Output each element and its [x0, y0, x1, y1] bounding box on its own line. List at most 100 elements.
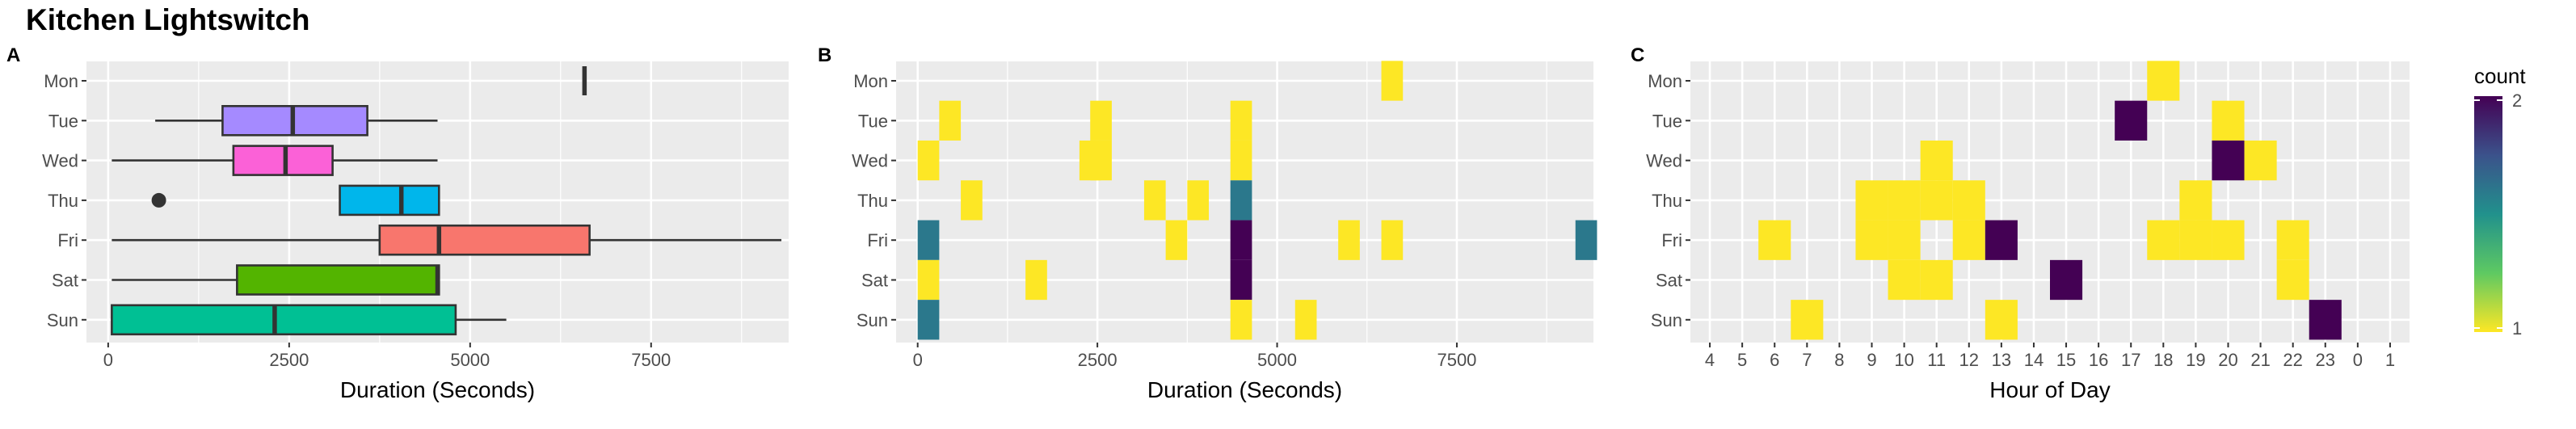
x-tick-label: 13 [1992, 350, 2011, 370]
x-tick-label: 0 [103, 350, 113, 370]
x-tick-label: 9 [1867, 350, 1876, 370]
x-tick-label: 18 [2153, 350, 2173, 370]
x-tick-label: 22 [2283, 350, 2302, 370]
heat-tile [1985, 300, 2018, 339]
box-wed [234, 146, 333, 175]
heat-tile [1231, 300, 1252, 339]
x-tick-label: 20 [2218, 350, 2237, 370]
heat-tile [1231, 141, 1252, 180]
legend-title: count [2474, 64, 2526, 88]
heat-tile [1231, 180, 1252, 220]
heat-tile [1888, 221, 1921, 260]
heat-tile [2115, 101, 2147, 141]
heat-tile [2050, 260, 2082, 300]
heat-tile [2212, 221, 2244, 260]
x-tick-label: 19 [2186, 350, 2205, 370]
x-tick-label: 2500 [1078, 350, 1118, 370]
heat-tile [1090, 101, 1112, 141]
y-tick-label: Mon [1648, 71, 1682, 91]
heat-tile [1921, 260, 1953, 300]
panel-a: A 0 2500 5000 7500 Mon Tue Wed Thu Fri Sat Sun Dur… [6, 44, 789, 402]
heat-tile [2179, 180, 2212, 220]
y-tick-label: Tue [858, 111, 888, 131]
x-tick-label: 7 [1802, 350, 1812, 370]
x-tick-label: 21 [2250, 350, 2270, 370]
heat-tile [1382, 61, 1404, 100]
y-tick-label: Mon [44, 71, 78, 91]
x-tick-label: 6 [1770, 350, 1779, 370]
heat-tile [1576, 221, 1597, 260]
y-tick-label: Tue [48, 111, 78, 131]
y-tick-label: Sat [861, 271, 888, 291]
heat-tile [1338, 221, 1360, 260]
y-tick-label: Mon [853, 71, 888, 91]
panel-c-label: C [1631, 44, 1644, 66]
heat-tile [1382, 221, 1404, 260]
legend-tick-label: 1 [2512, 318, 2522, 339]
x-tick-label: 11 [1927, 350, 1946, 370]
y-tick-label: Fri [1661, 230, 1682, 250]
panel-b: B 0 2500 5000 7500 Mon Tue Wed Thu Fri Sat Sun Dur… [818, 44, 1597, 402]
heat-tile [1187, 180, 1209, 220]
x-tick-label: 0 [913, 350, 923, 370]
y-tick-label: Wed [42, 151, 78, 171]
x-tick-label: 7500 [631, 350, 671, 370]
x-tick-label: 8 [1834, 350, 1844, 370]
legend-tick-label: 2 [2512, 90, 2522, 111]
heat-tile [1985, 221, 2018, 260]
x-tick-label: 5 [1737, 350, 1747, 370]
y-tick-label: Wed [1646, 151, 1682, 171]
heat-tile [918, 260, 940, 300]
y-tick-label: Sun [47, 310, 78, 330]
x-tick-label: 0 [2353, 350, 2363, 370]
y-tick-label: Thu [857, 191, 888, 211]
heat-tile [1953, 180, 1985, 220]
figure-title: Kitchen Lightswitch [26, 3, 310, 36]
box-sun [112, 305, 456, 334]
heat-tile [1144, 180, 1166, 220]
panel-c: C 4 5 6 7 8 9 10 11 12 13 14 15 16 17 18 19 20 21 22 23 0 1Mo… [1631, 44, 2410, 402]
x-tick-label: 10 [1894, 350, 1913, 370]
heat-tile [1231, 260, 1252, 300]
y-tick-label: Sun [1651, 310, 1682, 330]
x-tick-label: 5000 [1257, 350, 1297, 370]
x-tick-label: 1 [2385, 350, 2395, 370]
heat-tile [1921, 141, 1953, 180]
heat-tile [2179, 221, 2212, 260]
heat-tile [1888, 260, 1921, 300]
heat-tile [1888, 180, 1921, 220]
heat-tile [2147, 221, 2179, 260]
x-tick-label: 2500 [269, 350, 309, 370]
heat-tile [961, 180, 983, 220]
heat-tile [1855, 221, 1888, 260]
heat-tile [1231, 221, 1252, 260]
heat-tile [918, 221, 940, 260]
panel-a-label: A [6, 44, 20, 66]
legend-colorbar [2474, 96, 2502, 332]
y-tick-label: Thu [48, 191, 78, 211]
heat-tile [1953, 221, 1985, 260]
y-tick-label: Fri [57, 230, 78, 250]
heat-tile [2277, 221, 2309, 260]
heat-tile [918, 141, 940, 180]
heat-tile [1231, 101, 1252, 141]
x-tick-label: 7500 [1437, 350, 1476, 370]
heat-tile [1295, 300, 1317, 339]
box-fri [380, 225, 590, 254]
heat-tile [1921, 180, 1953, 220]
panel-c-x-axis-title: Hour of Day [1989, 377, 2110, 402]
heat-tile [2277, 260, 2309, 300]
panel-b-x-axis-title: Duration (Seconds) [1147, 377, 1342, 402]
heat-tile [1791, 300, 1823, 339]
y-tick-label: Sat [52, 271, 78, 291]
heat-tile [2212, 141, 2244, 180]
heat-tile [1090, 141, 1112, 180]
heat-tile [2245, 141, 2277, 180]
x-tick-label: 16 [2089, 350, 2108, 370]
x-tick-label: 14 [2024, 350, 2044, 370]
box-thu [340, 186, 440, 215]
y-tick-label: Wed [852, 151, 888, 171]
panel-b-label: B [818, 44, 831, 66]
panel-a-x-axis-title: Duration (Seconds) [340, 377, 535, 402]
